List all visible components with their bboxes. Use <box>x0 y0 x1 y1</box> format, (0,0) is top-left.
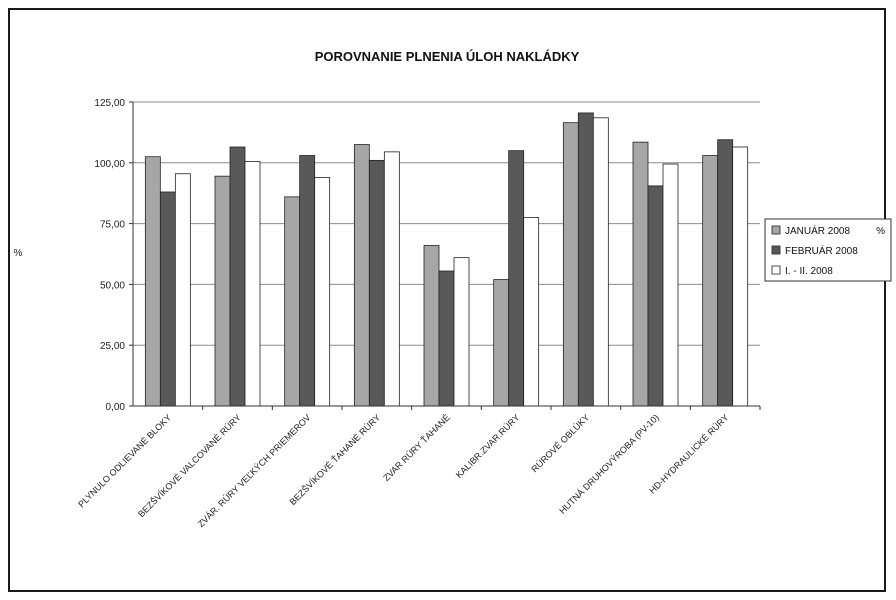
y-axis-label: % <box>14 248 23 259</box>
bar <box>493 279 510 407</box>
bar <box>368 159 385 407</box>
bar <box>717 139 734 407</box>
bar <box>299 155 316 407</box>
legend-swatch <box>771 245 781 255</box>
bar <box>577 112 594 407</box>
y-tick-label: 75,00 <box>100 220 125 231</box>
category-label: ZVAR RÚRY ŤAHANÉ <box>381 412 452 483</box>
legend-swatch <box>771 265 781 275</box>
bar <box>144 156 161 407</box>
legend-label: FEBRUÁR 2008 <box>785 244 858 257</box>
bar <box>632 141 649 407</box>
bar <box>592 117 609 407</box>
category-label: KALIBR.ZVAR.RÚRY <box>454 412 522 480</box>
bar <box>702 155 719 407</box>
category-label: RÚROVÉ OBLÚKY <box>529 412 591 474</box>
bar <box>214 175 231 407</box>
bars <box>144 112 749 407</box>
bar <box>159 191 176 407</box>
legend-label: I. - II. 2008 <box>785 266 833 277</box>
bar <box>508 150 525 407</box>
y-tick-label: 0,00 <box>106 402 126 413</box>
bar <box>284 196 301 407</box>
y-tick-label: 125,00 <box>94 98 125 109</box>
bar <box>732 146 749 407</box>
chart-title: POROVNANIE PLNENIA ÚLOH NAKLÁDKY <box>315 49 580 64</box>
bar <box>438 270 455 407</box>
bar <box>523 217 540 407</box>
bar <box>353 144 370 407</box>
y-tick-label: 25,00 <box>100 341 125 352</box>
bar <box>423 245 440 407</box>
legend-unit: % <box>876 226 885 237</box>
legend: JANUÁR 2008 FEBRUÁR 2008 I. - II. 2008% <box>764 218 892 282</box>
bar <box>314 176 331 407</box>
axes: 0,00 25,00 50,00 75,00 100,00 125,00 <box>94 98 761 413</box>
legend-swatch <box>771 225 781 235</box>
bar <box>647 185 664 407</box>
y-tick-label: 100,00 <box>94 159 125 170</box>
bar <box>562 122 579 407</box>
bar <box>383 151 400 407</box>
bar <box>662 163 679 407</box>
bar <box>244 161 261 407</box>
bar <box>453 257 470 407</box>
bar <box>174 173 191 407</box>
category-label: ZVÁR. RÚRY VEĽKÝCH PRIEMEROV <box>196 412 313 529</box>
legend-box <box>764 218 892 282</box>
y-tick-label: 50,00 <box>100 280 125 291</box>
bar <box>229 146 246 407</box>
legend-label: JANUÁR 2008 <box>785 224 850 237</box>
category-label: HD-HYDRAULICKÉ RÚRY <box>647 412 730 495</box>
